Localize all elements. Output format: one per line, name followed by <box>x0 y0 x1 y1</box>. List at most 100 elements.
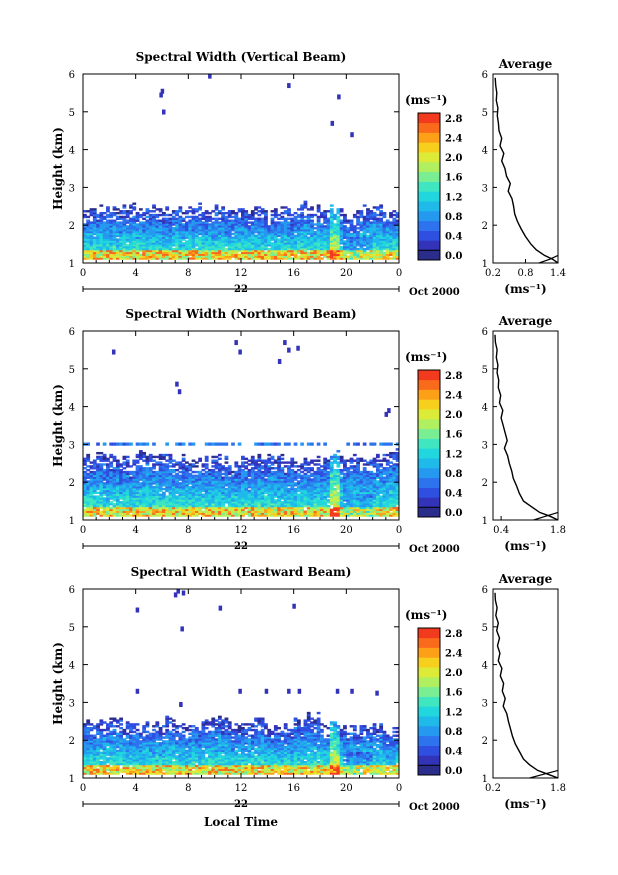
heatmap-cell <box>119 470 123 474</box>
heatmap-cell <box>211 478 216 481</box>
heatmap-cell <box>194 495 199 498</box>
heatmap-cell <box>208 217 212 221</box>
heatmap-cell <box>191 228 196 232</box>
heatmap-cell <box>267 468 272 472</box>
heatmap-cell <box>323 506 328 510</box>
heatmap-cell <box>244 478 249 481</box>
heatmap-cell <box>254 253 258 256</box>
heatmap-cell <box>86 253 91 256</box>
heatmap-cell <box>102 221 107 224</box>
heatmap-cell <box>129 242 133 245</box>
heatmap-cell <box>165 223 170 226</box>
heatmap-cell <box>175 480 179 483</box>
heatmap-cell <box>356 459 360 462</box>
heatmap-cell <box>188 472 193 476</box>
heatmap-cell <box>287 489 291 493</box>
heatmap-cell <box>280 211 285 215</box>
heatmap-cell <box>188 502 193 506</box>
heatmap-cell <box>102 491 107 495</box>
heatmap-cell <box>244 510 249 513</box>
heatmap-cell <box>277 227 281 230</box>
heatmap-cell <box>392 210 397 213</box>
heatmap-cell <box>217 230 222 234</box>
heatmap-cell <box>185 251 189 255</box>
heatmap-cell <box>316 493 321 496</box>
heatmap-cell <box>366 225 370 228</box>
heatmap-cell <box>296 251 301 255</box>
heatmap-cell <box>181 219 186 222</box>
heatmap-cell <box>119 514 123 517</box>
heatmap-cell <box>273 472 278 476</box>
heatmap-cell <box>250 213 255 217</box>
heatmap-cell <box>379 257 384 260</box>
heatmap-cell <box>221 493 226 496</box>
heatmap-cell <box>224 225 229 228</box>
heatmap-cell <box>138 510 143 513</box>
heatmap-cell <box>194 210 199 213</box>
heatmap-cell <box>273 249 278 253</box>
heatmap-cell <box>287 257 291 260</box>
heatmap-cell <box>356 502 360 506</box>
heatmap-cell <box>168 245 173 249</box>
heatmap-cell <box>257 463 262 466</box>
heatmap-cell <box>155 242 160 245</box>
heatmap-cell <box>224 219 229 222</box>
heatmap-cell <box>96 238 100 241</box>
heatmap-cell <box>333 225 337 228</box>
heatmap-cell <box>336 238 341 241</box>
heatmap-cell <box>181 217 186 221</box>
heatmap-cell <box>260 501 265 504</box>
heatmap-cell <box>326 472 331 476</box>
heatmap-cell <box>392 238 397 241</box>
heatmap-cell <box>382 228 387 232</box>
heatmap-cell <box>109 510 114 513</box>
heatmap-cell <box>372 247 377 251</box>
heatmap-cell <box>329 497 334 500</box>
heatmap-cell <box>162 514 166 517</box>
heatmap-cell <box>356 251 360 255</box>
heatmap-cell <box>86 227 91 230</box>
heatmap-cell <box>175 501 179 504</box>
heatmap-cell <box>241 223 245 226</box>
heatmap-cell <box>152 442 156 446</box>
heatmap-cell <box>231 480 235 483</box>
heatmap-cell <box>208 251 212 255</box>
heatmap-cell <box>257 508 262 512</box>
heatmap-cell <box>316 221 321 224</box>
heatmap-cell <box>250 255 255 258</box>
heatmap-cell <box>385 223 390 226</box>
heatmap-cell <box>102 478 107 481</box>
heatmap-cell <box>343 227 347 230</box>
heatmap-cell <box>112 499 117 502</box>
heatmap-cell <box>362 472 367 476</box>
heatmap-cell <box>181 249 186 253</box>
heatmap-cell <box>158 255 163 258</box>
heatmap-cell <box>303 253 308 256</box>
heatmap-cell <box>270 242 275 245</box>
heatmap-cell <box>214 504 219 508</box>
heatmap-cell <box>336 502 341 506</box>
heatmap-cell <box>227 230 232 234</box>
heatmap-cell <box>290 227 295 230</box>
heatmap-cell <box>250 210 255 213</box>
heatmap-cell <box>375 463 380 466</box>
heatmap-cell <box>142 497 147 500</box>
heatmap-cell <box>86 236 91 239</box>
heatmap-cell <box>135 240 140 243</box>
heatmap-cell <box>106 232 110 236</box>
heatmap-cell <box>237 465 242 468</box>
heatmap-cell <box>270 472 275 476</box>
heatmap-cell <box>198 506 202 510</box>
heatmap-cell <box>296 499 301 502</box>
heatmap-cell <box>198 230 202 234</box>
heatmap-cell <box>231 485 235 489</box>
heatmap-cell <box>158 213 163 217</box>
heatmap-cell <box>89 208 94 211</box>
heatmap-cell <box>148 499 153 502</box>
heatmap-cell <box>96 442 100 446</box>
heatmap-cell <box>241 257 245 260</box>
heatmap-cell <box>129 227 133 230</box>
heatmap-cell <box>198 508 202 512</box>
heatmap-cell <box>385 247 390 251</box>
heatmap-cell <box>264 255 268 258</box>
